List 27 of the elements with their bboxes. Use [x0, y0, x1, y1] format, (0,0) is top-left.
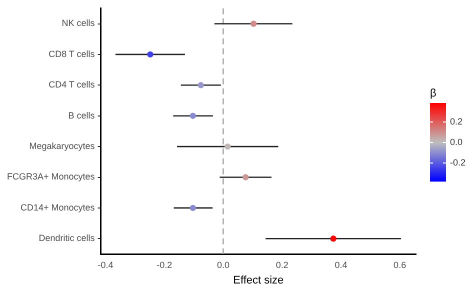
- y-tick-label: CD14+ Monocytes: [20, 202, 96, 212]
- y-tick-label: B cells: [68, 110, 96, 120]
- point: [190, 112, 196, 119]
- point: [147, 51, 154, 58]
- x-axis-title: Effect size: [233, 274, 284, 286]
- color-bar-label: 0.0: [450, 137, 463, 147]
- color-bar-label: 0.2: [450, 116, 463, 126]
- x-tick-label: 0.2: [276, 260, 288, 270]
- point: [224, 143, 231, 150]
- y-tick-label: FCGR3A+ Monocytes: [7, 172, 96, 182]
- y-tick-label: CD4 T cells: [48, 80, 96, 90]
- x-tick-label: 0.0: [216, 260, 230, 270]
- y-tick-label: Dendritic cells: [38, 233, 96, 244]
- color-bar-title: β: [430, 88, 436, 100]
- point: [190, 204, 196, 212]
- x-tick-label: -0.2: [156, 260, 172, 270]
- y-tick-label: NK cells: [62, 18, 96, 28]
- color-bar-label: -0.2: [450, 158, 466, 168]
- point: [198, 82, 204, 88]
- y-tick-label: Megakaryocytes: [29, 141, 96, 152]
- x-tick-label: 0.6: [394, 260, 406, 270]
- x-tick-label: 0.4: [334, 260, 348, 270]
- point: [330, 236, 336, 242]
- point: [250, 20, 257, 27]
- y-tick-label: CD8 T cells: [48, 48, 96, 59]
- x-tick-label: -0.4: [98, 260, 114, 270]
- point: [242, 174, 249, 180]
